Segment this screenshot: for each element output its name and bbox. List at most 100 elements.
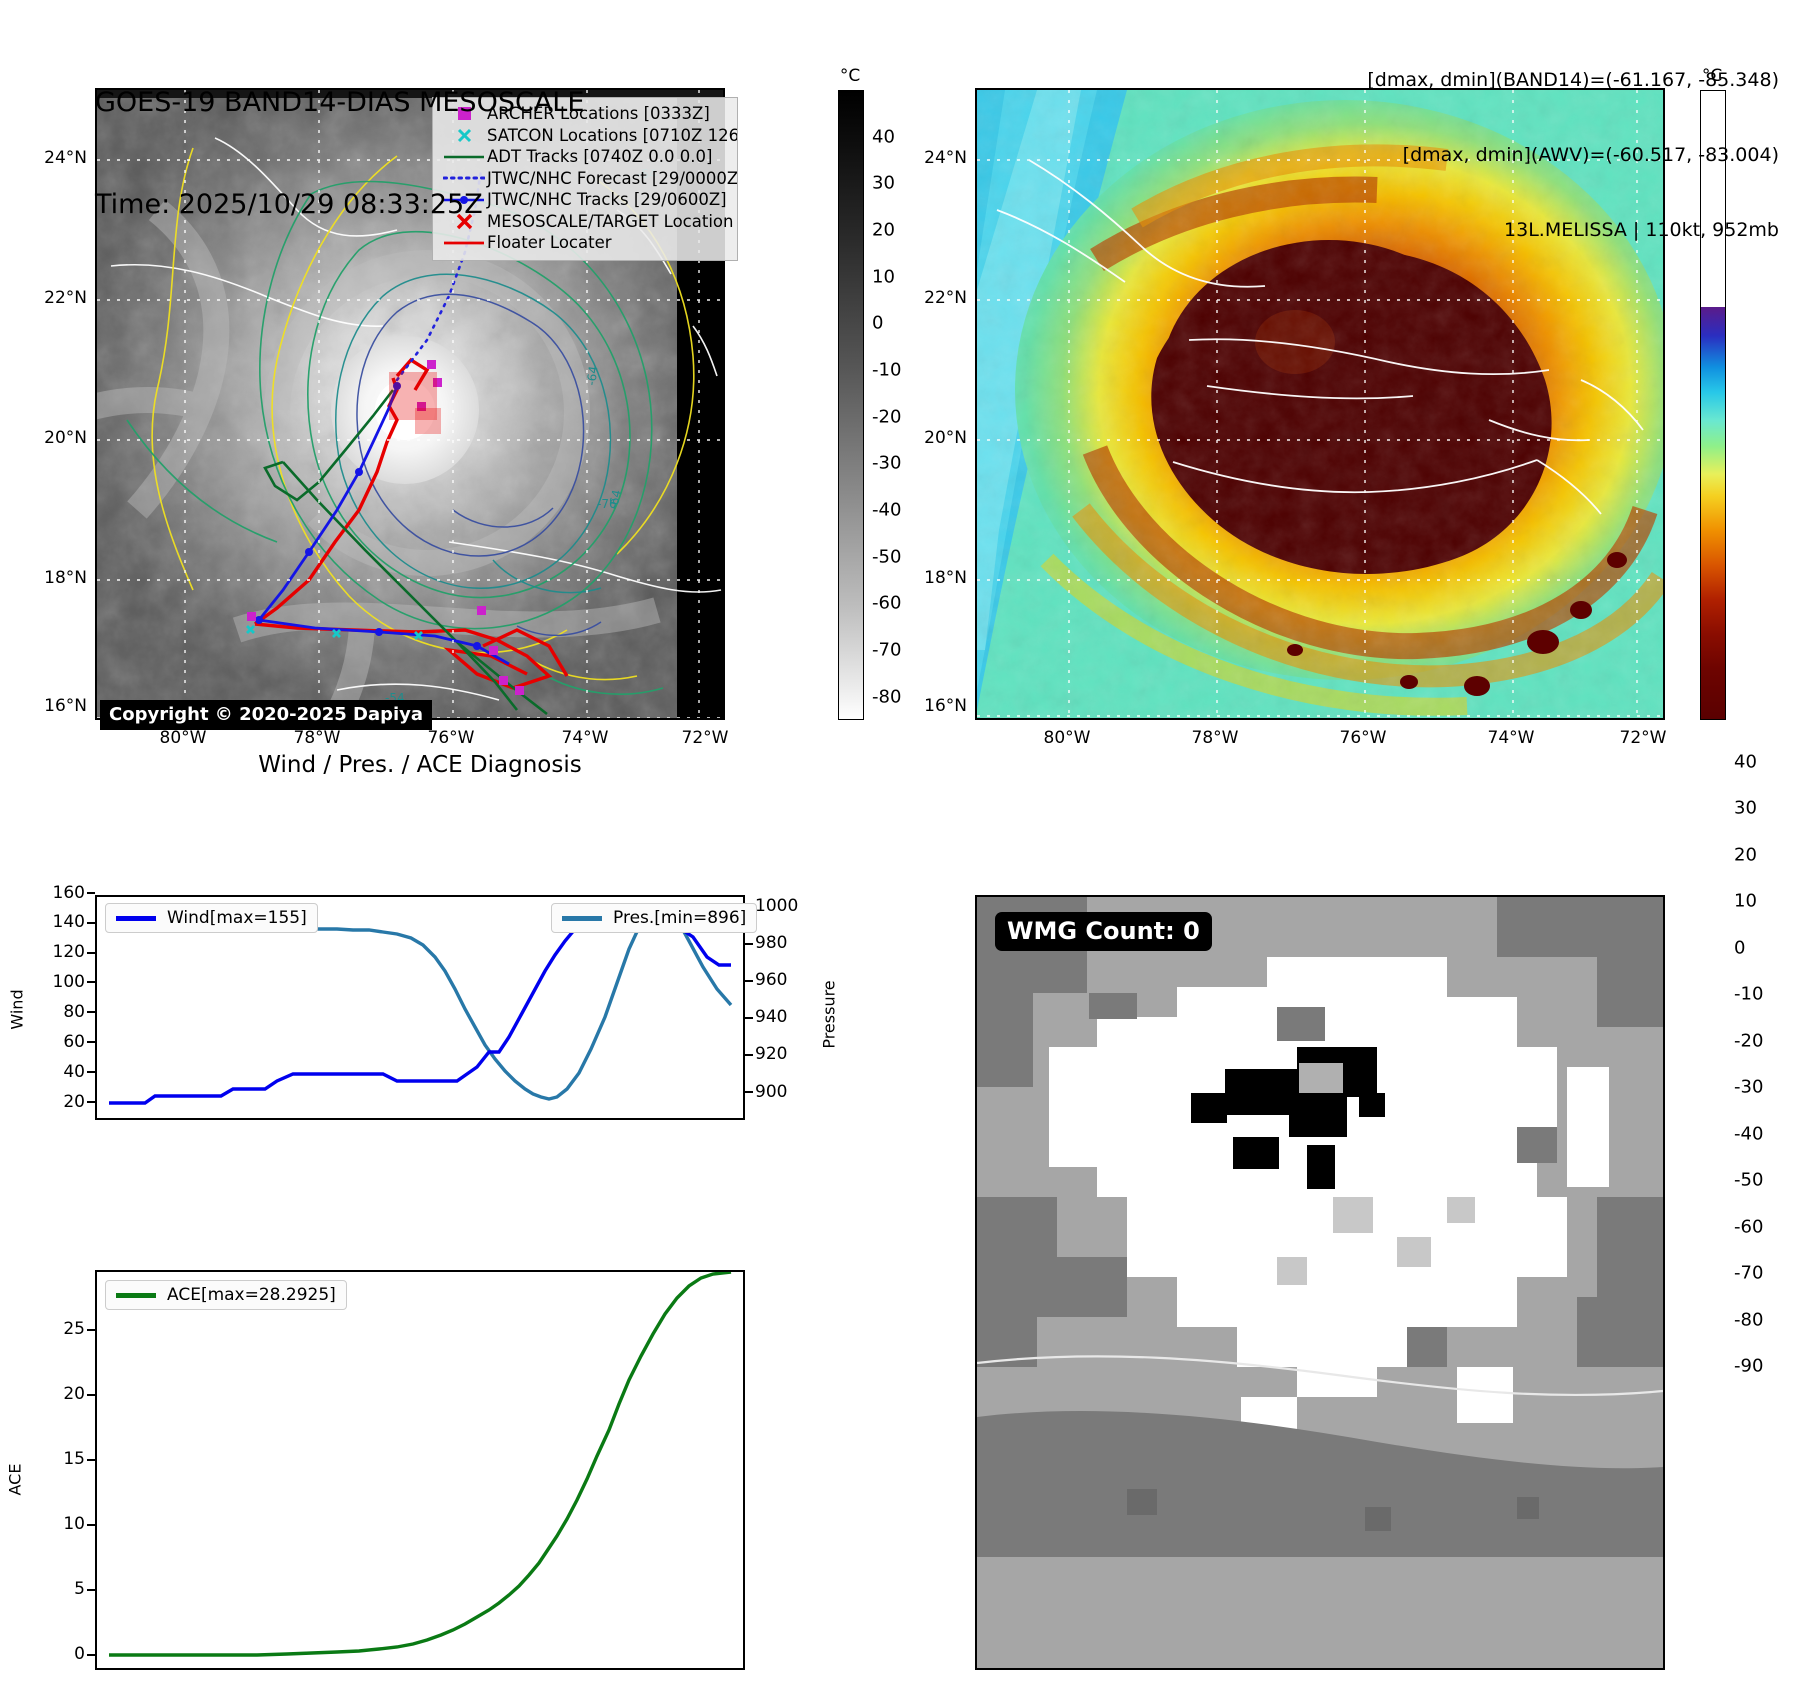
y-tick: 15 <box>63 1448 85 1469</box>
y-tick: 120 <box>52 942 85 963</box>
y-tick: 40 <box>63 1061 85 1082</box>
lon-tick: 78°W <box>293 728 341 748</box>
cbar-tick: -40 <box>1734 1123 1764 1144</box>
legend-item: ADT Tracks [0740Z 0.0 0.0] <box>441 146 729 168</box>
lat-tick: 22°N <box>924 288 967 308</box>
y2-tick: 960 <box>755 970 788 990</box>
lon-tick: 78°W <box>1191 728 1239 748</box>
cbar-tick: 20 <box>872 219 895 241</box>
cbar-tick: -50 <box>872 546 902 568</box>
cbar-tick: -60 <box>872 592 902 614</box>
lon-tick: 80°W <box>1043 728 1091 748</box>
x-marker-icon <box>441 128 487 143</box>
pressure-axis-right: 900 920 940 960 980 1000 <box>745 895 865 1120</box>
cbar-tick: -20 <box>1734 1030 1764 1051</box>
y-tick: 100 <box>52 972 85 993</box>
chart-title: Wind / Pres. / ACE Diagnosis <box>258 752 582 778</box>
lat-tick: 22°N <box>44 288 87 308</box>
legend-item: SATCON Locations [0710Z 126 929] <box>441 125 737 147</box>
x-marker-icon <box>441 213 487 230</box>
y2-tick: 1000 <box>755 895 799 916</box>
wmg-count-badge: WMG Count: 0 <box>995 912 1212 951</box>
y-tick: 80 <box>63 1001 85 1022</box>
solid-line-icon <box>441 153 487 161</box>
cbar-tick: 30 <box>872 172 895 194</box>
legend-label: ARCHER Locations [0333Z] <box>487 104 710 124</box>
y-tick: 5 <box>74 1579 85 1600</box>
legend-label: JTWC/NHC Tracks [29/0600Z] <box>487 190 727 210</box>
wind-legend[interactable]: Wind[max=155] <box>105 903 318 933</box>
legend-item: MESOSCALE/TARGET Location <box>441 211 733 233</box>
y-tick: 60 <box>63 1031 85 1052</box>
cbar-tick: -10 <box>872 359 902 381</box>
cbar-tick: -80 <box>1734 1309 1764 1330</box>
lon-tick: 74°W <box>561 728 609 748</box>
header-info: [dmax, dmin](BAND14)=(-61.167, -85.348) … <box>1367 18 1779 268</box>
y-tick: 160 <box>52 882 85 903</box>
lat-tick: 24°N <box>924 148 967 168</box>
ir-colorbar-ticks: 40 30 20 10 0 -10 -20 -30 -40 -50 -60 -7… <box>1734 720 1797 1377</box>
wmg-panel[interactable] <box>975 895 1665 1670</box>
copyright-badge: Copyright © 2020-2025 Dapiya <box>100 700 433 730</box>
svg-text:-64: -64 <box>584 365 601 386</box>
cbar-tick: 10 <box>872 266 895 288</box>
y-tick: 25 <box>63 1318 85 1339</box>
ace-axis-left: 0 5 10 15 20 25 <box>63 1270 745 1670</box>
cbar-tick: 40 <box>1734 751 1757 772</box>
svg-text:-76: -76 <box>597 497 617 511</box>
y-tick: 140 <box>52 912 85 933</box>
cbar-tick: -90 <box>1734 1355 1764 1377</box>
lat-tick: 18°N <box>924 568 967 588</box>
page-title-line1: GOES-19 BAND14-DIAS MESOSCALE <box>95 87 585 118</box>
storm-id-intensity: 13L.MELISSA | 110kt, 952mb <box>1504 219 1779 241</box>
lat-tick: 16°N <box>44 696 87 716</box>
page-title-line2: Time: 2025/10/29 08:33:25Z <box>95 189 483 220</box>
page-title: GOES-19 BAND14-DIAS MESOSCALE Time: 2025… <box>95 18 584 256</box>
y-tick: 10 <box>63 1513 85 1534</box>
y2-tick: 920 <box>755 1044 788 1065</box>
cbar-tick: 20 <box>1734 844 1757 865</box>
wind-line-swatch <box>116 915 156 921</box>
legend-item: ARCHER Locations [0333Z] <box>441 103 729 125</box>
legend-item: Floater Locater <box>441 232 729 254</box>
wmg-image <box>977 897 1663 1668</box>
cbar-tick: -10 <box>1734 983 1764 1005</box>
ace-line-swatch <box>116 1292 156 1298</box>
legend-label: Floater Locater <box>487 233 612 253</box>
lat-tick: 20°N <box>924 428 967 448</box>
lon-tick: 72°W <box>681 728 729 748</box>
pressure-legend[interactable]: Pres.[min=896] <box>551 903 758 933</box>
y2-tick: 940 <box>755 1007 788 1028</box>
lat-tick: 16°N <box>924 696 967 716</box>
gray-colorbar <box>838 90 864 720</box>
legend-label: MESOSCALE/TARGET Location <box>487 211 734 231</box>
cbar-tick: 0 <box>872 312 884 334</box>
satellite-ir-image <box>977 90 1663 718</box>
ir-map-axis-labels: 80°W 78°W 76°W 74°W 72°W 24°N 22°N 20°N … <box>924 88 1666 748</box>
cbar-tick: -80 <box>872 686 902 708</box>
ace-chart[interactable] <box>95 1270 745 1670</box>
legend-label: JTWC/NHC Forecast [29/0000Z] <box>487 168 738 188</box>
legend-label: ADT Tracks [0740Z 0.0 0.0] <box>487 147 713 167</box>
cbar-tick: -30 <box>1734 1076 1764 1098</box>
gray-colorbar-unit: °C <box>839 66 861 86</box>
pressure-legend-label: Pres.[min=896] <box>613 908 747 928</box>
cbar-tick: 30 <box>1734 797 1757 819</box>
cbar-tick: 40 <box>872 126 895 148</box>
y-tick: 20 <box>63 1091 85 1112</box>
cbar-tick: 0 <box>1734 937 1746 958</box>
ace-legend[interactable]: ACE[max=28.2925] <box>105 1280 347 1310</box>
gray-colorbar-ticks: 40 30 20 10 0 -10 -20 -30 -40 -50 -60 -7… <box>872 90 942 720</box>
cbar-tick: -20 <box>872 406 902 428</box>
svg-text:-64: -64 <box>606 489 624 511</box>
pressure-line-swatch <box>562 915 602 921</box>
y-tick: 20 <box>63 1383 85 1404</box>
dotted-line-icon <box>441 174 487 182</box>
wind-legend-label: Wind[max=155] <box>167 908 307 928</box>
lon-tick: 76°W <box>427 728 475 748</box>
cbar-tick: -50 <box>1734 1169 1764 1191</box>
legend-item: JTWC/NHC Forecast [29/0000Z] <box>441 168 737 190</box>
wind-axis-left: 20 40 60 80 100 120 140 160 <box>53 883 745 1120</box>
satellite-ir-panel[interactable] <box>975 88 1665 720</box>
lon-tick: 72°W <box>1619 728 1667 748</box>
